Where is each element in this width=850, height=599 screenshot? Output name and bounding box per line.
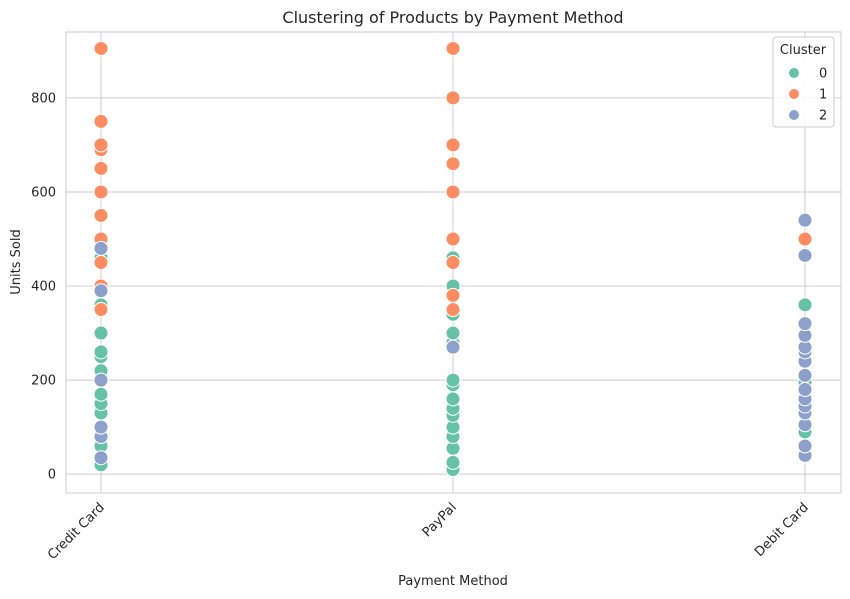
y-tick-label: 200 bbox=[31, 374, 56, 389]
data-point-cluster-1 bbox=[93, 40, 109, 56]
data-point-cluster-0 bbox=[445, 391, 461, 407]
y-tick-label: 400 bbox=[31, 280, 56, 295]
legend-marker bbox=[788, 88, 800, 100]
data-point-cluster-2 bbox=[93, 450, 109, 466]
data-point-cluster-0 bbox=[445, 454, 461, 470]
x-tick-label: PayPal bbox=[420, 500, 460, 540]
data-point-cluster-2 bbox=[93, 419, 109, 435]
data-point-cluster-2 bbox=[445, 339, 461, 355]
legend-label: 2 bbox=[819, 109, 827, 124]
data-point-cluster-1 bbox=[445, 90, 461, 106]
data-point-cluster-0 bbox=[93, 386, 109, 402]
data-point-cluster-1 bbox=[93, 137, 109, 153]
y-axis-title: Units Sold bbox=[9, 229, 24, 294]
data-point-cluster-1 bbox=[445, 302, 461, 318]
legend-label: 1 bbox=[819, 88, 827, 103]
data-point-cluster-2 bbox=[93, 372, 109, 388]
legend-box bbox=[772, 36, 835, 128]
x-tick-label: Credit Card bbox=[45, 500, 108, 563]
legend-marker bbox=[788, 109, 800, 121]
data-point-cluster-0 bbox=[93, 344, 109, 360]
data-point-cluster-1 bbox=[445, 231, 461, 247]
legend: Cluster 0 1 2 bbox=[772, 36, 835, 128]
y-tick-label: 800 bbox=[31, 91, 56, 106]
legend-marker bbox=[788, 67, 800, 79]
data-point-cluster-2 bbox=[797, 367, 813, 383]
data-point-cluster-0 bbox=[445, 372, 461, 388]
data-point-cluster-0 bbox=[797, 297, 813, 313]
data-point-cluster-2 bbox=[797, 316, 813, 332]
data-point-cluster-1 bbox=[93, 207, 109, 223]
x-tick-label: Debit Card bbox=[752, 500, 812, 560]
y-tick-label: 600 bbox=[31, 185, 56, 200]
data-point-cluster-1 bbox=[445, 40, 461, 56]
data-point-cluster-1 bbox=[445, 255, 461, 270]
data-point-cluster-2 bbox=[797, 247, 813, 263]
data-point-cluster-1 bbox=[445, 137, 461, 153]
legend-title: Cluster bbox=[780, 43, 827, 58]
data-point-cluster-1 bbox=[445, 156, 461, 172]
data-point-cluster-1 bbox=[93, 113, 109, 129]
data-point-cluster-1 bbox=[93, 255, 109, 270]
chart-title: Clustering of Products by Payment Method bbox=[282, 8, 623, 27]
data-point-cluster-2 bbox=[93, 283, 109, 299]
data-point-cluster-2 bbox=[797, 438, 813, 454]
data-point-cluster-2 bbox=[93, 240, 109, 256]
data-point-cluster-1 bbox=[445, 287, 461, 303]
y-tick-label: 0 bbox=[48, 468, 56, 483]
data-point-cluster-1 bbox=[93, 184, 109, 200]
data-point-cluster-1 bbox=[445, 184, 461, 200]
data-point-cluster-2 bbox=[797, 382, 813, 398]
legend-label: 0 bbox=[819, 67, 827, 82]
data-point-cluster-0 bbox=[93, 325, 109, 341]
data-point-cluster-2 bbox=[797, 212, 813, 228]
data-point-cluster-1 bbox=[93, 160, 109, 176]
data-point-cluster-1 bbox=[93, 302, 109, 318]
data-point-cluster-0 bbox=[445, 325, 461, 341]
data-points bbox=[93, 40, 813, 477]
x-axis-title: Payment Method bbox=[398, 574, 508, 589]
data-point-cluster-1 bbox=[797, 231, 813, 247]
